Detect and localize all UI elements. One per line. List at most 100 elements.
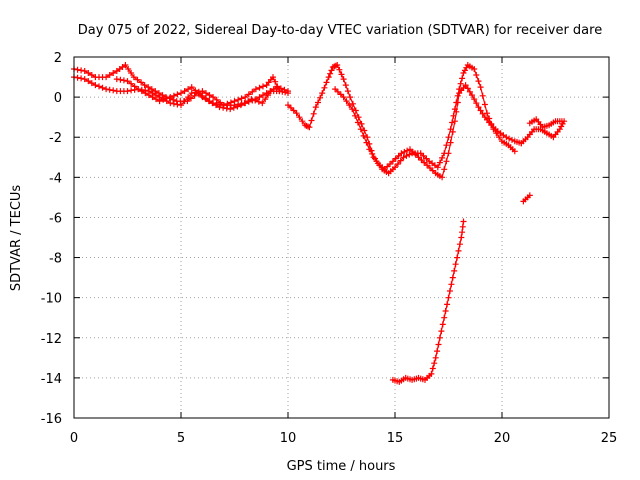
data-point <box>160 96 167 103</box>
data-point <box>220 104 227 111</box>
data-point <box>319 90 326 97</box>
data-point <box>459 229 466 236</box>
data-point <box>394 161 401 167</box>
data-point <box>263 90 270 97</box>
data-point <box>92 82 99 89</box>
data-point <box>293 110 300 117</box>
data-point <box>178 102 184 109</box>
data-point <box>431 360 438 367</box>
data-point <box>477 107 484 114</box>
data-point <box>285 88 291 95</box>
data-point <box>332 86 339 93</box>
data-point <box>255 98 262 105</box>
series-track-6 <box>518 118 568 147</box>
data-point <box>442 308 449 314</box>
data-point <box>138 88 145 95</box>
data-point <box>357 126 364 133</box>
data-point <box>340 76 347 83</box>
data-point <box>81 76 88 83</box>
data-point <box>78 75 85 82</box>
data-point <box>363 139 370 146</box>
series-track-3 <box>113 74 283 109</box>
data-point <box>340 94 347 101</box>
data-point <box>392 155 399 162</box>
data-point <box>397 157 404 164</box>
data-point <box>153 96 159 103</box>
data-point <box>170 96 177 103</box>
data-point <box>446 288 453 294</box>
data-point <box>438 328 445 335</box>
data-point <box>199 88 206 95</box>
data-point <box>387 161 393 167</box>
data-point <box>403 152 410 159</box>
data-point <box>401 148 408 155</box>
data-point <box>415 154 422 161</box>
data-point <box>188 90 195 97</box>
data-point <box>185 86 192 93</box>
data-point <box>511 148 518 155</box>
data-point <box>327 70 334 77</box>
data-point <box>325 74 332 81</box>
data-point <box>272 78 279 85</box>
data-point <box>421 159 428 166</box>
x-axis-label: GPS time / hours <box>287 459 396 474</box>
data-point <box>477 84 484 91</box>
data-point <box>342 82 349 89</box>
data-point <box>235 96 242 103</box>
y-tick-label: -8 <box>49 252 62 267</box>
data-point <box>449 128 456 135</box>
data-point <box>249 88 256 95</box>
data-point <box>245 91 252 98</box>
data-point <box>252 86 259 93</box>
data-point <box>134 76 141 83</box>
data-point <box>347 94 354 101</box>
data-point <box>429 365 436 372</box>
data-point <box>349 100 356 107</box>
data-point <box>174 91 181 98</box>
data-point <box>110 87 117 94</box>
data-point <box>312 104 319 111</box>
data-point <box>473 100 480 107</box>
data-point <box>338 71 345 78</box>
data-point <box>445 134 452 141</box>
data-point <box>103 74 110 81</box>
series-trace <box>520 120 565 144</box>
data-point <box>103 86 110 93</box>
data-point <box>88 72 95 78</box>
data-point <box>424 162 431 169</box>
data-point <box>145 84 152 91</box>
data-point <box>352 107 359 114</box>
data-point <box>369 150 376 157</box>
data-point <box>191 92 198 99</box>
data-point <box>381 166 388 173</box>
data-point <box>355 114 362 121</box>
data-point <box>227 106 234 113</box>
data-point <box>260 92 266 99</box>
x-tick-label: 10 <box>280 431 297 446</box>
data-point <box>448 281 455 288</box>
series-track-4 <box>285 62 518 177</box>
y-tick-labels: 2 0 -2 -4 -6 -8 -10 -12 -14 -16 <box>41 51 62 427</box>
data-point <box>434 348 441 355</box>
data-point <box>334 62 341 68</box>
y-tick-label: -14 <box>41 372 62 387</box>
y-tick-label: 2 <box>54 51 62 66</box>
data-point <box>256 94 263 101</box>
data-point <box>238 95 245 102</box>
data-point <box>270 86 277 93</box>
data-point <box>346 102 353 109</box>
series-trace <box>522 194 531 202</box>
data-point <box>423 155 430 162</box>
data-point <box>445 294 452 301</box>
data-point <box>124 78 131 85</box>
data-point <box>360 132 367 139</box>
data-point <box>432 354 439 361</box>
data-point <box>436 159 443 166</box>
data-series <box>71 62 568 385</box>
data-point <box>181 88 188 95</box>
data-point <box>454 254 461 261</box>
data-point <box>323 79 330 86</box>
data-point <box>110 70 117 76</box>
data-point <box>389 158 396 165</box>
y-tick-label: 0 <box>54 91 62 106</box>
